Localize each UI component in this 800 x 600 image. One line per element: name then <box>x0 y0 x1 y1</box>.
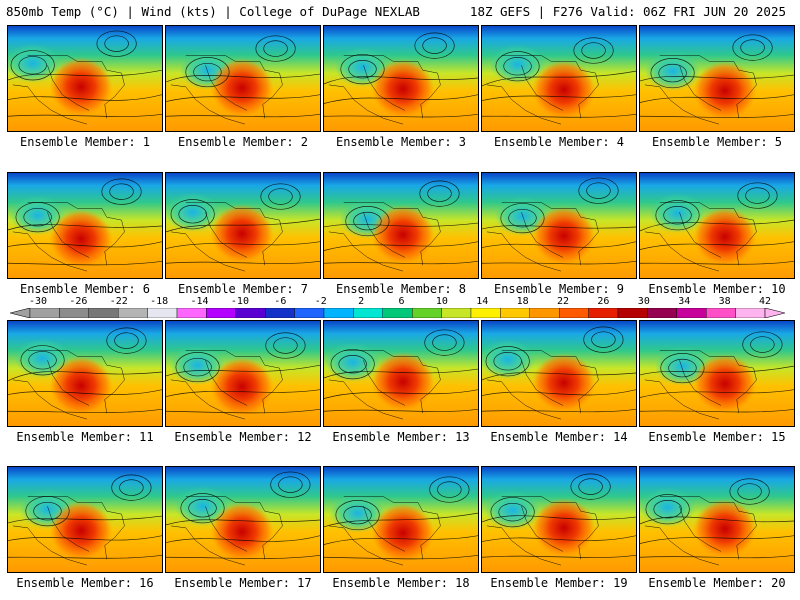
colorbar-tick-label: 6 <box>398 296 405 307</box>
ensemble-member-label: Ensemble Member: 11 <box>16 430 154 444</box>
ensemble-member-map <box>323 320 479 427</box>
ensemble-member-label: Ensemble Member: 20 <box>648 576 786 590</box>
ensemble-member-label: Ensemble Member: 9 <box>493 282 625 296</box>
colorbar-segment <box>559 308 589 318</box>
ensemble-member-map <box>481 320 637 427</box>
ensemble-member-map <box>639 320 795 427</box>
ensemble-member-map <box>7 320 163 427</box>
model-run-info: 18Z GEFS | F276 Valid: 06Z FRI JUN 20 20… <box>469 4 786 19</box>
colorbar-segment <box>235 308 266 318</box>
ensemble-member-label: Ensemble Member: 12 <box>174 430 312 444</box>
ensemble-member-map <box>639 466 795 573</box>
ensemble-member-map <box>7 466 163 573</box>
ensemble-member-label: Ensemble Member: 1 <box>19 135 151 149</box>
colorbar-segment <box>412 308 442 318</box>
ensemble-member-label: Ensemble Member: 4 <box>493 135 625 149</box>
colorbar-tick-label: 10 <box>435 296 448 307</box>
colorbar-segment <box>117 308 148 318</box>
ensemble-member-map <box>7 172 163 279</box>
colorbar-segment <box>647 308 678 318</box>
colorbar-segment <box>147 308 178 318</box>
ensemble-member-map <box>323 172 479 279</box>
colorbar-segment <box>29 308 60 318</box>
ensemble-member-label: Ensemble Member: 17 <box>174 576 312 590</box>
colorbar-segment <box>470 308 501 318</box>
ensemble-member-label: Ensemble Member: 5 <box>651 135 783 149</box>
ensemble-member-map <box>165 320 321 427</box>
colorbar-segment <box>706 308 736 318</box>
colorbar-segment <box>676 308 707 318</box>
colorbar-tick-label: -14 <box>190 296 209 307</box>
colorbar-tick-label: 14 <box>476 296 489 307</box>
ensemble-member-label: Ensemble Member: 8 <box>335 282 467 296</box>
colorbar-max-arrow <box>764 308 785 318</box>
colorbar-tick-label: -30 <box>28 296 48 307</box>
ensemble-member-label: Ensemble Member: 10 <box>648 282 786 296</box>
ensemble-member-map <box>165 25 321 132</box>
colorbar-tick-label: -6 <box>274 296 287 307</box>
ensemble-member-map <box>7 25 163 132</box>
ensemble-member-map <box>481 25 637 132</box>
colorbar-tick-label: 22 <box>557 296 570 307</box>
ensemble-member-map <box>639 25 795 132</box>
colorbar-segment <box>88 308 119 318</box>
colorbar-segment <box>294 308 325 318</box>
ensemble-member-map <box>481 172 637 279</box>
ensemble-member-map <box>323 466 479 573</box>
ensemble-member-map <box>165 466 321 573</box>
colorbar-tick-label: -2 <box>314 296 327 307</box>
colorbar-tick-label: 42 <box>758 296 772 307</box>
colorbar-segment <box>176 308 207 318</box>
colorbar-tick-label: 2 <box>358 296 365 307</box>
ensemble-member-label: Ensemble Member: 15 <box>648 430 786 444</box>
ensemble-member-label: Ensemble Member: 6 <box>19 282 151 296</box>
colorbar-tick-label: -18 <box>150 296 169 307</box>
colorbar-segment <box>206 308 236 318</box>
ensemble-member-label: Ensemble Member: 18 <box>332 576 470 590</box>
colorbar-segment <box>353 308 383 318</box>
colorbar-tick-label: -22 <box>109 296 128 307</box>
ensemble-member-map <box>481 466 637 573</box>
ensemble-member-map <box>639 172 795 279</box>
colorbar-segment <box>617 308 648 318</box>
ensemble-member-label: Ensemble Member: 13 <box>332 430 470 444</box>
ensemble-member-label: Ensemble Member: 3 <box>335 135 467 149</box>
colorbar-tick-label: 38 <box>718 296 731 307</box>
ensemble-member-label: Ensemble Member: 7 <box>177 282 309 296</box>
colorbar-tick-label: -10 <box>230 296 249 307</box>
ensemble-member-label: Ensemble Member: 19 <box>490 576 628 590</box>
colorbar-tick-label: 18 <box>516 296 529 307</box>
colorbar-segment <box>323 308 354 318</box>
ensemble-member-label: Ensemble Member: 16 <box>16 576 154 590</box>
colorbar-segment <box>264 308 295 318</box>
colorbar-tick-label: 26 <box>597 296 610 307</box>
colorbar-segment <box>500 308 530 318</box>
colorbar-segment <box>588 308 619 318</box>
colorbar-segment <box>735 308 766 318</box>
colorbar-tick-label: 30 <box>637 296 650 307</box>
colorbar-tick-label: 34 <box>678 296 691 307</box>
colorbar-min-arrow <box>10 308 31 318</box>
colorbar-segment <box>441 308 472 318</box>
temperature-colorbar <box>10 308 785 318</box>
colorbar-segment <box>382 308 413 318</box>
colorbar-tick-label: -26 <box>69 296 88 307</box>
ensemble-member-map <box>165 172 321 279</box>
ensemble-member-label: Ensemble Member: 2 <box>177 135 309 149</box>
colorbar-segment <box>59 308 90 318</box>
map-title: 850mb Temp (°C) | Wind (kts) | College o… <box>6 4 420 19</box>
colorbar-segment <box>529 308 560 318</box>
ensemble-member-label: Ensemble Member: 14 <box>490 430 628 444</box>
ensemble-member-map <box>323 25 479 132</box>
